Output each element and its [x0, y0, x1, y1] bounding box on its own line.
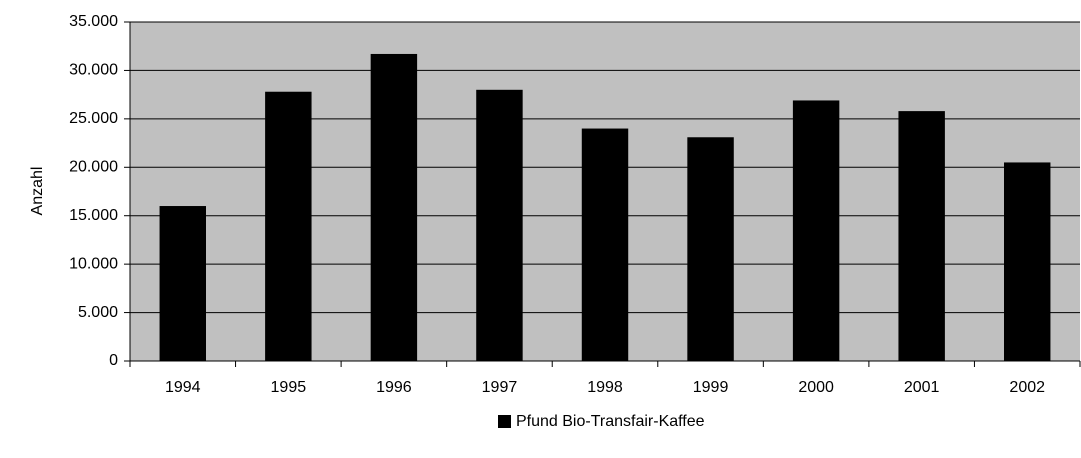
bar [687, 137, 734, 361]
y-tick-label: 35.000 [69, 13, 118, 30]
legend-swatch [498, 415, 511, 428]
bar [792, 100, 840, 361]
bar [1004, 162, 1051, 361]
y-tick-label: 0 [109, 352, 118, 369]
bar [370, 53, 418, 361]
x-tick-label: 1999 [693, 379, 729, 396]
y-tick-label: 5.000 [78, 304, 118, 321]
bar [476, 89, 523, 362]
bar [581, 128, 629, 361]
x-tick-label: 2002 [1009, 379, 1045, 396]
x-tick-label: 2001 [904, 379, 940, 396]
x-tick-label: 2000 [798, 379, 834, 396]
x-tick-label: 1994 [165, 379, 201, 396]
y-axis-label: Anzahl [29, 167, 46, 216]
x-tick-label: 1995 [271, 379, 307, 396]
legend-label: Pfund Bio-Transfair-Kaffee [516, 413, 705, 430]
y-tick-label: 25.000 [69, 110, 118, 127]
x-tick-label: 1998 [587, 379, 623, 396]
bar [265, 91, 312, 361]
x-tick-label: 1996 [376, 379, 412, 396]
bar [159, 206, 206, 361]
bar [898, 111, 945, 361]
x-tick-label: 1997 [482, 379, 518, 396]
y-tick-label: 30.000 [69, 62, 118, 79]
y-tick-label: 15.000 [69, 207, 118, 224]
y-tick-label: 20.000 [69, 159, 118, 176]
y-tick-label: 10.000 [69, 255, 118, 272]
